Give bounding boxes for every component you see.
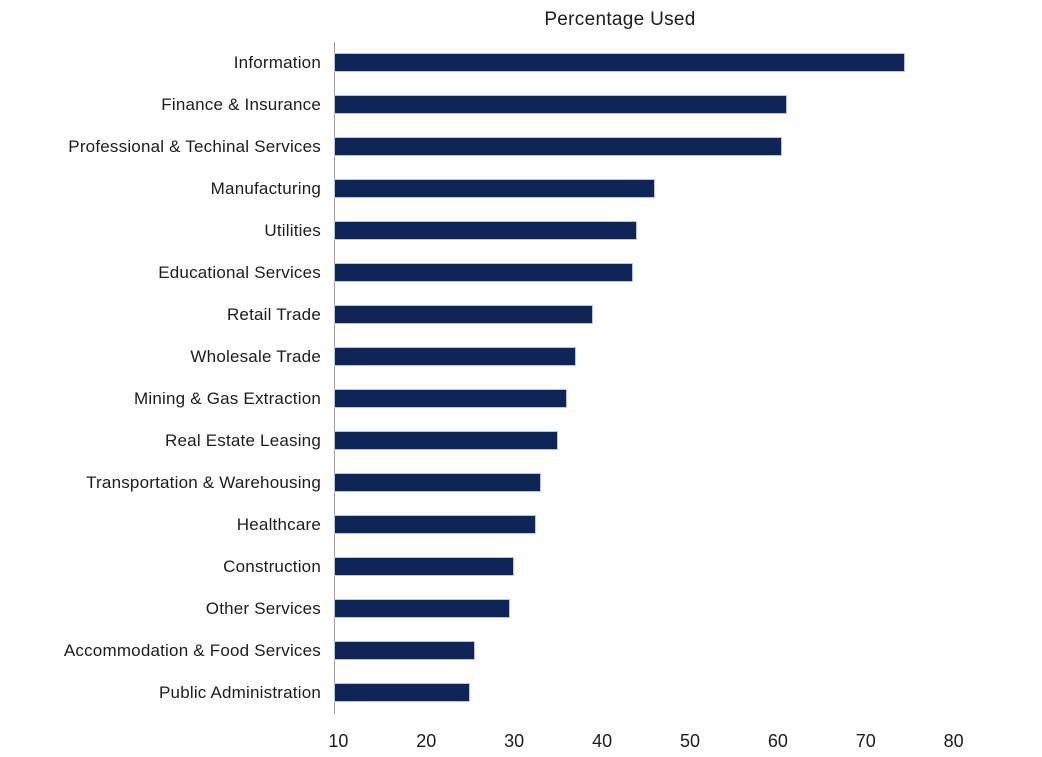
bar-track xyxy=(334,588,1002,630)
x-tick-label: 80 xyxy=(943,731,964,751)
bar-real-estate-leasing xyxy=(334,431,559,450)
bar-track xyxy=(334,126,1002,168)
category-label: Healthcare xyxy=(236,515,321,534)
chart-row: Manufacturing xyxy=(0,168,1002,210)
chart-row: Retail Trade xyxy=(0,294,1002,336)
category-label: Transportation & Warehousing xyxy=(86,473,321,492)
plot-area: Information Finance & Insurance Profession… xyxy=(0,42,1002,714)
x-tick-label: 60 xyxy=(767,731,788,751)
category-label: Finance & Insurance xyxy=(161,95,321,114)
bar-mining-gas-extraction xyxy=(334,389,567,408)
bar-public-administration xyxy=(334,683,471,702)
category-label: Real Estate Leasing xyxy=(165,431,321,450)
category-label: Construction xyxy=(223,557,321,576)
x-tick-label: 10 xyxy=(328,731,349,751)
bar-transportation-warehousing xyxy=(334,473,541,492)
bar-other-services xyxy=(334,599,510,618)
bar-track xyxy=(334,378,1002,420)
x-tick-label: 70 xyxy=(855,731,876,751)
bar-educational-services xyxy=(334,263,633,282)
chart-row: Transportation & Warehousing xyxy=(0,462,1002,504)
bar-track xyxy=(334,630,1002,672)
category-label: Other Services xyxy=(205,599,321,618)
bar-construction xyxy=(334,557,515,576)
chart-row: Real Estate Leasing xyxy=(0,420,1002,462)
bar-track xyxy=(334,168,1002,210)
x-tick-label: 40 xyxy=(592,731,613,751)
x-tick-label: 20 xyxy=(416,731,437,751)
bar-healthcare xyxy=(334,515,537,534)
x-tick-label: 50 xyxy=(679,731,701,751)
chart-row: Finance & Insurance xyxy=(0,84,1002,126)
chart-row: Wholesale Trade xyxy=(0,336,1002,378)
chart-row: Information xyxy=(0,42,1002,84)
chart-row: Construction xyxy=(0,546,1002,588)
chart-row: Educational Services xyxy=(0,252,1002,294)
y-axis-line xyxy=(334,42,335,714)
bar-track xyxy=(334,42,1002,84)
category-label: Professional & Techinal Services xyxy=(68,137,321,156)
category-label: Accommodation & Food Services xyxy=(63,641,321,660)
bar-track xyxy=(334,462,1002,504)
chart-row: Public Administration xyxy=(0,672,1002,714)
bar-track xyxy=(334,294,1002,336)
bar-utilities xyxy=(334,221,638,240)
category-label: Information xyxy=(233,53,321,72)
bar-track xyxy=(334,84,1002,126)
category-label: Educational Services xyxy=(158,263,321,282)
bar-finance-insurance xyxy=(334,95,787,114)
bar-track xyxy=(334,336,1002,378)
x-axis-ticks: 10 20 30 40 50 60 70 80 xyxy=(328,731,1002,757)
category-label: Mining & Gas Extraction xyxy=(134,389,321,408)
category-label: Wholesale Trade xyxy=(190,347,321,366)
chart-row: Mining & Gas Extraction xyxy=(0,378,1002,420)
bar-track xyxy=(334,672,1002,714)
bar-manufacturing xyxy=(334,179,655,198)
bar-track xyxy=(334,210,1002,252)
bar-accommodation-food-services xyxy=(334,641,475,660)
chart-row: Utilities xyxy=(0,210,1002,252)
chart-row: Professional & Techinal Services xyxy=(0,126,1002,168)
chart-row: Other Services xyxy=(0,588,1002,630)
category-label: Public Administration xyxy=(159,683,321,702)
bar-track xyxy=(334,504,1002,546)
chart-title: Percentage Used xyxy=(544,9,696,30)
x-tick-label: 30 xyxy=(504,731,525,751)
chart-row: Accommodation & Food Services xyxy=(0,630,1002,672)
bar-professional-techinal-services xyxy=(334,137,783,156)
bar-track xyxy=(334,420,1002,462)
bar-wholesale-trade xyxy=(334,347,576,366)
chart-row: Healthcare xyxy=(0,504,1002,546)
bar-information xyxy=(334,53,906,72)
category-label: Retail Trade xyxy=(226,305,321,324)
bar-track xyxy=(334,252,1002,294)
category-label: Manufacturing xyxy=(210,179,321,198)
category-label: Utilities xyxy=(264,221,321,240)
bar-track xyxy=(334,546,1002,588)
bar-retail-trade xyxy=(334,305,594,324)
